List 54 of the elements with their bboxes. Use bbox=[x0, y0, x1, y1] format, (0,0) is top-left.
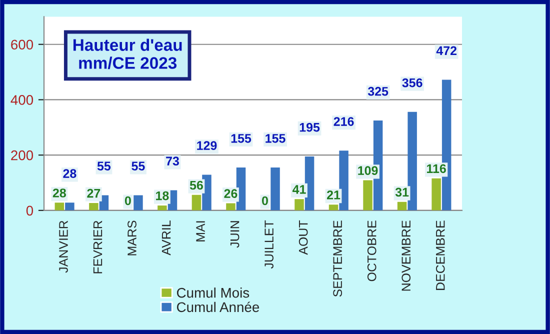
data-label: 216 bbox=[334, 117, 354, 126]
data-label: 56 bbox=[190, 180, 203, 190]
data-label: 109 bbox=[358, 166, 378, 176]
data-label: 73 bbox=[166, 156, 179, 166]
data-label: 28 bbox=[52, 188, 66, 198]
bar bbox=[226, 203, 236, 210]
x-tick-label: NOVEMBRE bbox=[402, 220, 411, 291]
data-label: 55 bbox=[132, 162, 145, 171]
bar bbox=[294, 199, 304, 210]
bar bbox=[202, 174, 212, 210]
data-label: 116 bbox=[427, 164, 446, 174]
legend-label: Cumul Mois bbox=[176, 288, 250, 298]
bar bbox=[65, 202, 74, 210]
data-label: 129 bbox=[197, 141, 217, 150]
data-label: 155 bbox=[266, 134, 286, 143]
x-tick-label: AVRIL bbox=[162, 220, 171, 256]
text: Hauteur d'eau mm/CE 2023 bbox=[73, 38, 182, 70]
data-label: 0 bbox=[124, 196, 131, 206]
data-label: 27 bbox=[87, 188, 100, 198]
x-tick-label: JUIN bbox=[230, 221, 240, 248]
data-label: 195 bbox=[300, 122, 320, 132]
data-label: 18 bbox=[156, 191, 169, 200]
y-tick-label: 400 bbox=[10, 95, 34, 105]
x-tick-label: OCTOBRE bbox=[367, 220, 376, 282]
bar bbox=[54, 202, 64, 210]
data-label: 21 bbox=[327, 190, 340, 200]
bar bbox=[89, 202, 98, 210]
x-tick-label: MARS bbox=[128, 220, 136, 256]
bar bbox=[408, 112, 417, 210]
data-label: 31 bbox=[395, 188, 409, 197]
data-label: 55 bbox=[97, 162, 111, 171]
y-tick-label: 600 bbox=[11, 40, 34, 50]
legend-label: Cumul Année bbox=[176, 302, 260, 312]
bar bbox=[339, 150, 348, 210]
bar bbox=[270, 168, 280, 210]
bar bbox=[328, 204, 338, 210]
data-label: 325 bbox=[368, 86, 388, 96]
data-label: 472 bbox=[436, 46, 457, 55]
data-label: 356 bbox=[402, 78, 422, 88]
data-label: 155 bbox=[231, 134, 252, 143]
x-tick-label: FEVRIER bbox=[93, 220, 102, 274]
x-tick-label: MAI bbox=[196, 221, 205, 242]
data-label: 0 bbox=[262, 196, 268, 206]
x-tick-label: AOUT bbox=[298, 220, 308, 255]
x-tick-label: JUILLET bbox=[264, 220, 274, 269]
data-label: 41 bbox=[292, 185, 306, 194]
x-tick-label: SEPTEMBRE bbox=[333, 220, 342, 297]
data-label: 26 bbox=[224, 189, 238, 198]
x-tick-label: DECEMBRE bbox=[436, 220, 445, 290]
bar bbox=[158, 205, 167, 210]
data-label: 28 bbox=[63, 169, 76, 178]
x-tick-label: JANVIER bbox=[59, 220, 68, 273]
y-tick-label: 0 bbox=[26, 206, 34, 216]
y-tick-label: 200 bbox=[11, 150, 34, 160]
